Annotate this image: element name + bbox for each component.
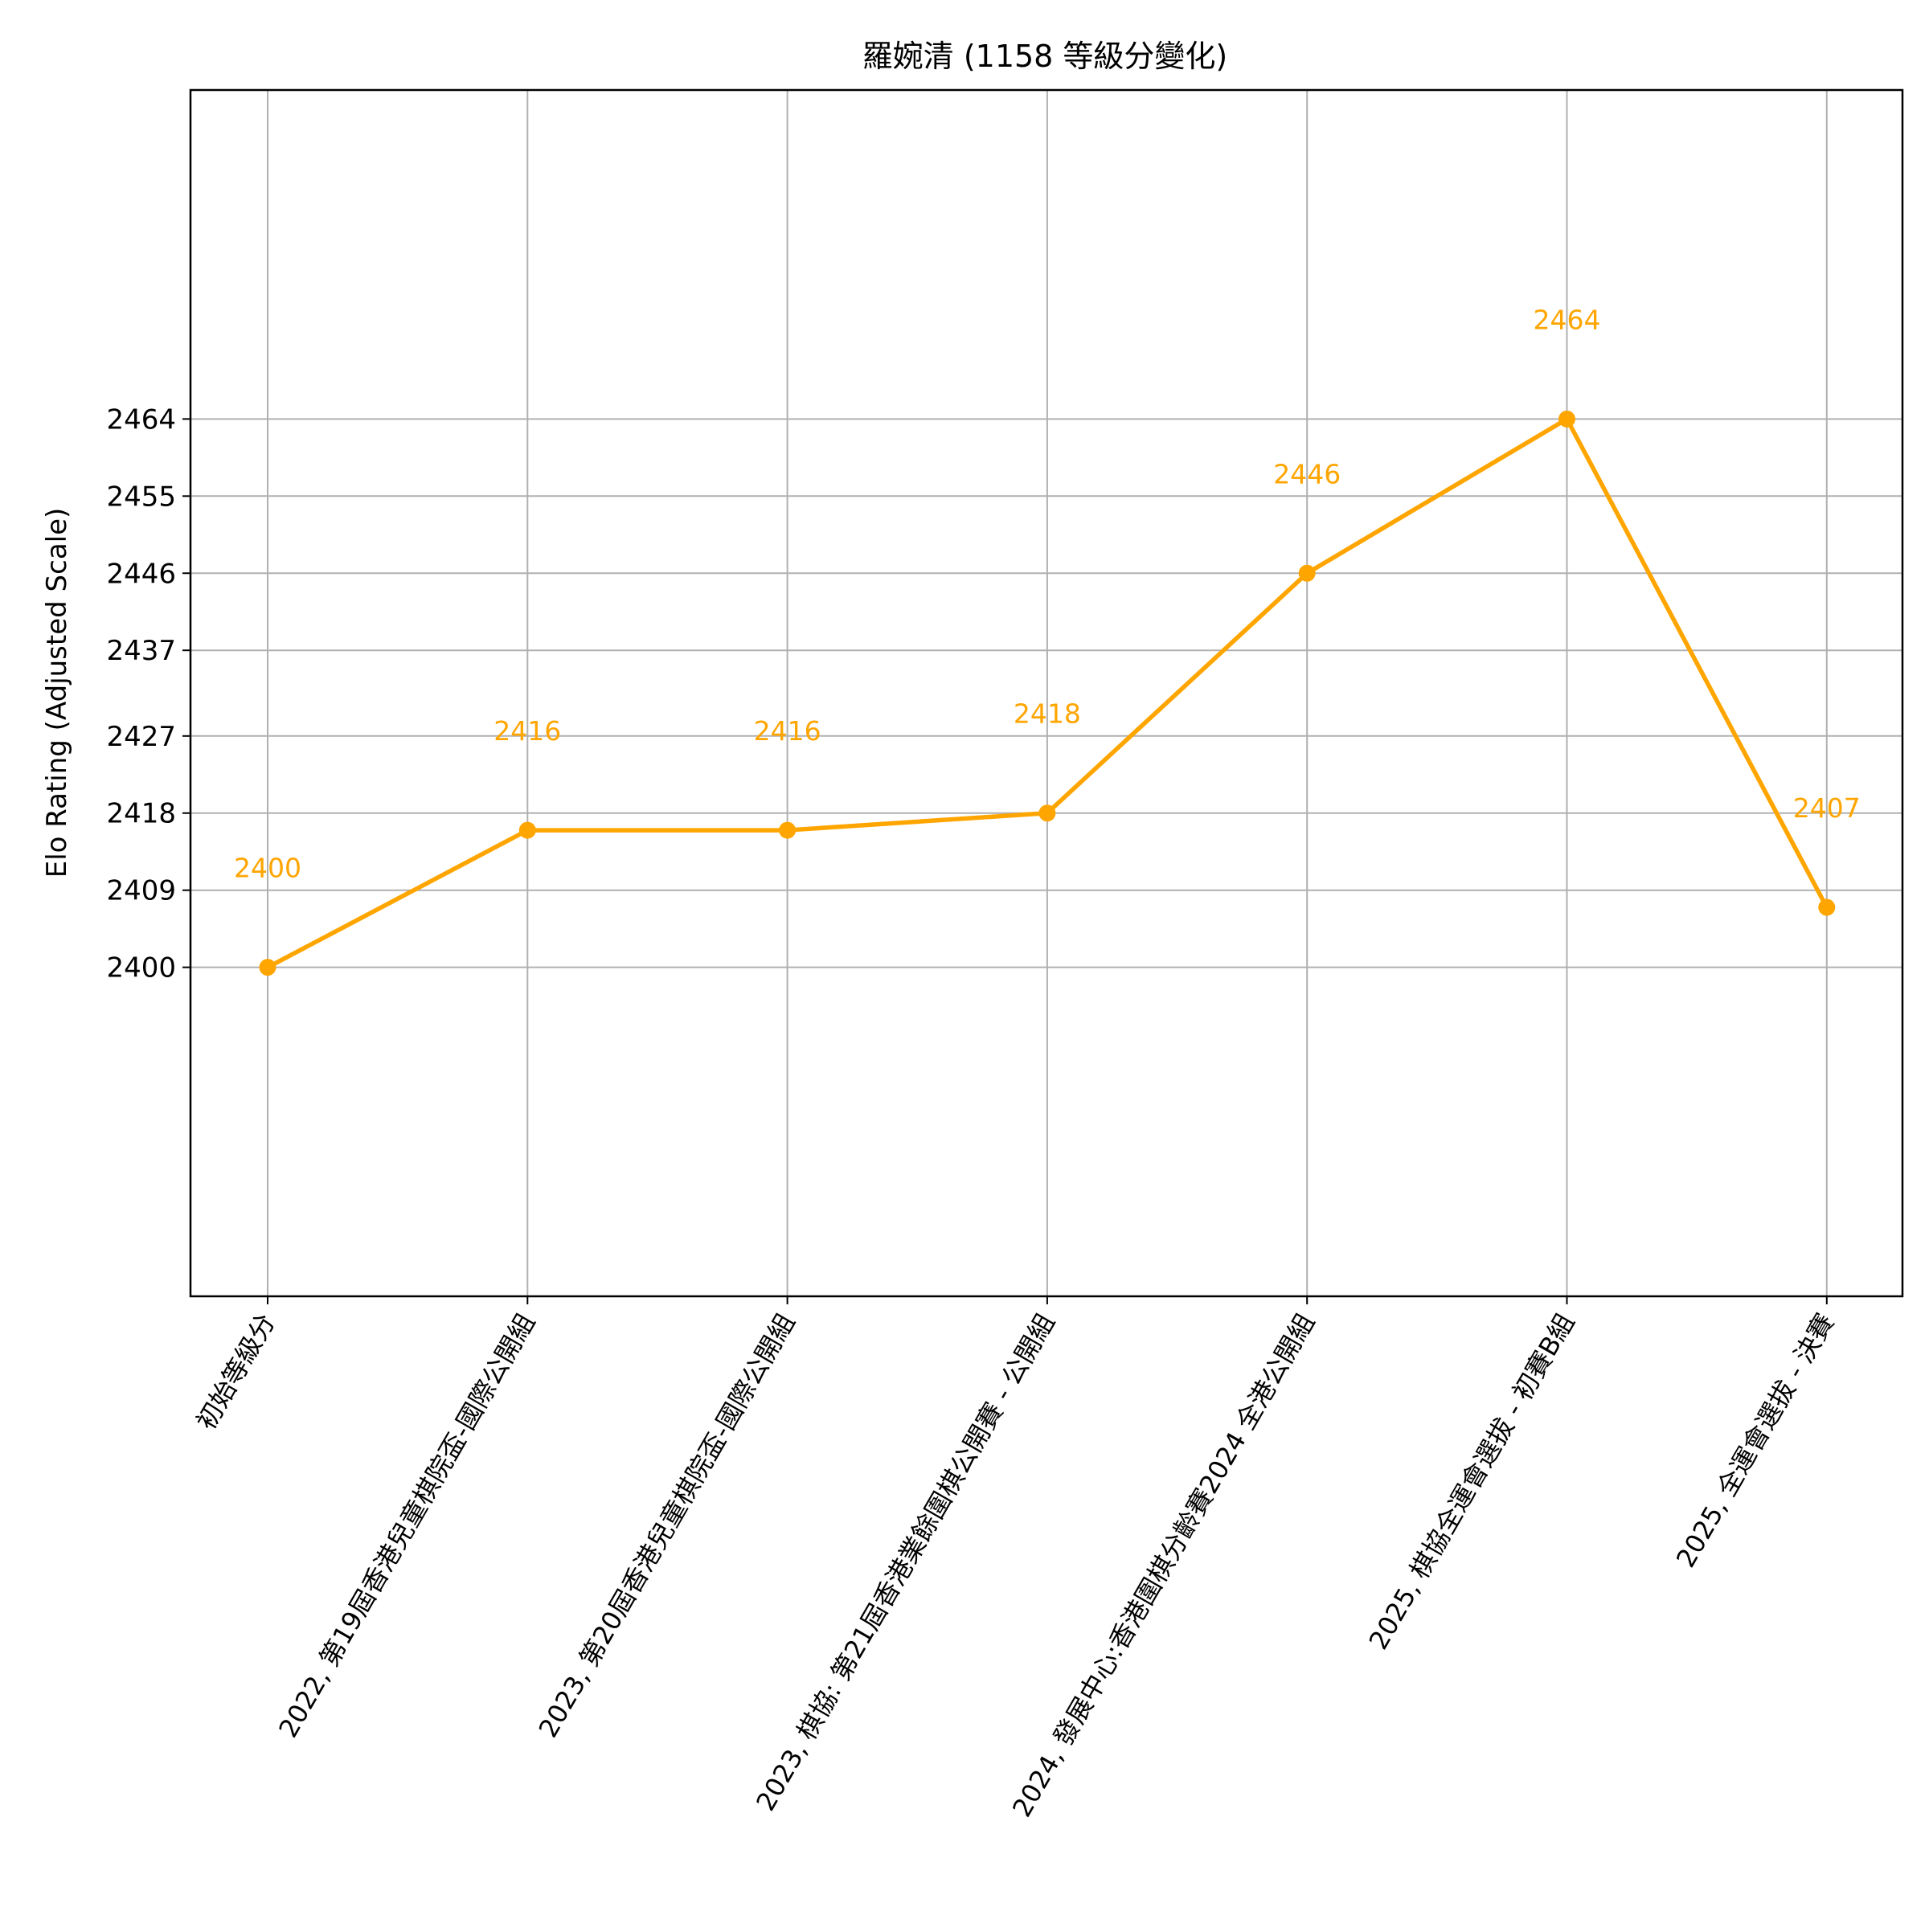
data-label: 2446	[1273, 458, 1341, 489]
data-point	[1038, 804, 1056, 822]
grid-layer	[190, 90, 1902, 1296]
data-point	[779, 821, 797, 839]
data-point	[1298, 564, 1316, 582]
y-tick-label: 2437	[106, 635, 176, 667]
data-point	[518, 821, 536, 839]
data-label: 2416	[754, 715, 821, 747]
y-tick-label: 2400	[106, 952, 176, 984]
labels-layer: 2400 2416 2416 2418 2446 2464 2407	[234, 304, 1861, 883]
y-tick-label: 2464	[106, 403, 176, 436]
data-point	[1558, 410, 1575, 428]
y-tick-label: 2455	[106, 481, 176, 513]
series-layer	[259, 410, 1836, 976]
data-point	[259, 959, 276, 976]
y-tick-label: 2446	[106, 558, 176, 590]
y-tick-label: 2418	[106, 798, 176, 830]
y-axis-label: Elo Rating (Adjusted Scale)	[41, 508, 73, 878]
data-label: 2400	[234, 853, 301, 884]
data-point	[1818, 898, 1836, 916]
data-label: 2464	[1534, 304, 1601, 335]
y-tick-label: 2409	[106, 875, 176, 907]
chart-title: 羅婉清 (1158 等級分變化)	[862, 39, 1228, 74]
data-label: 2418	[1014, 698, 1081, 730]
data-label: 2407	[1793, 792, 1861, 824]
data-label: 2416	[494, 715, 561, 747]
y-tick-label: 2427	[106, 721, 176, 753]
